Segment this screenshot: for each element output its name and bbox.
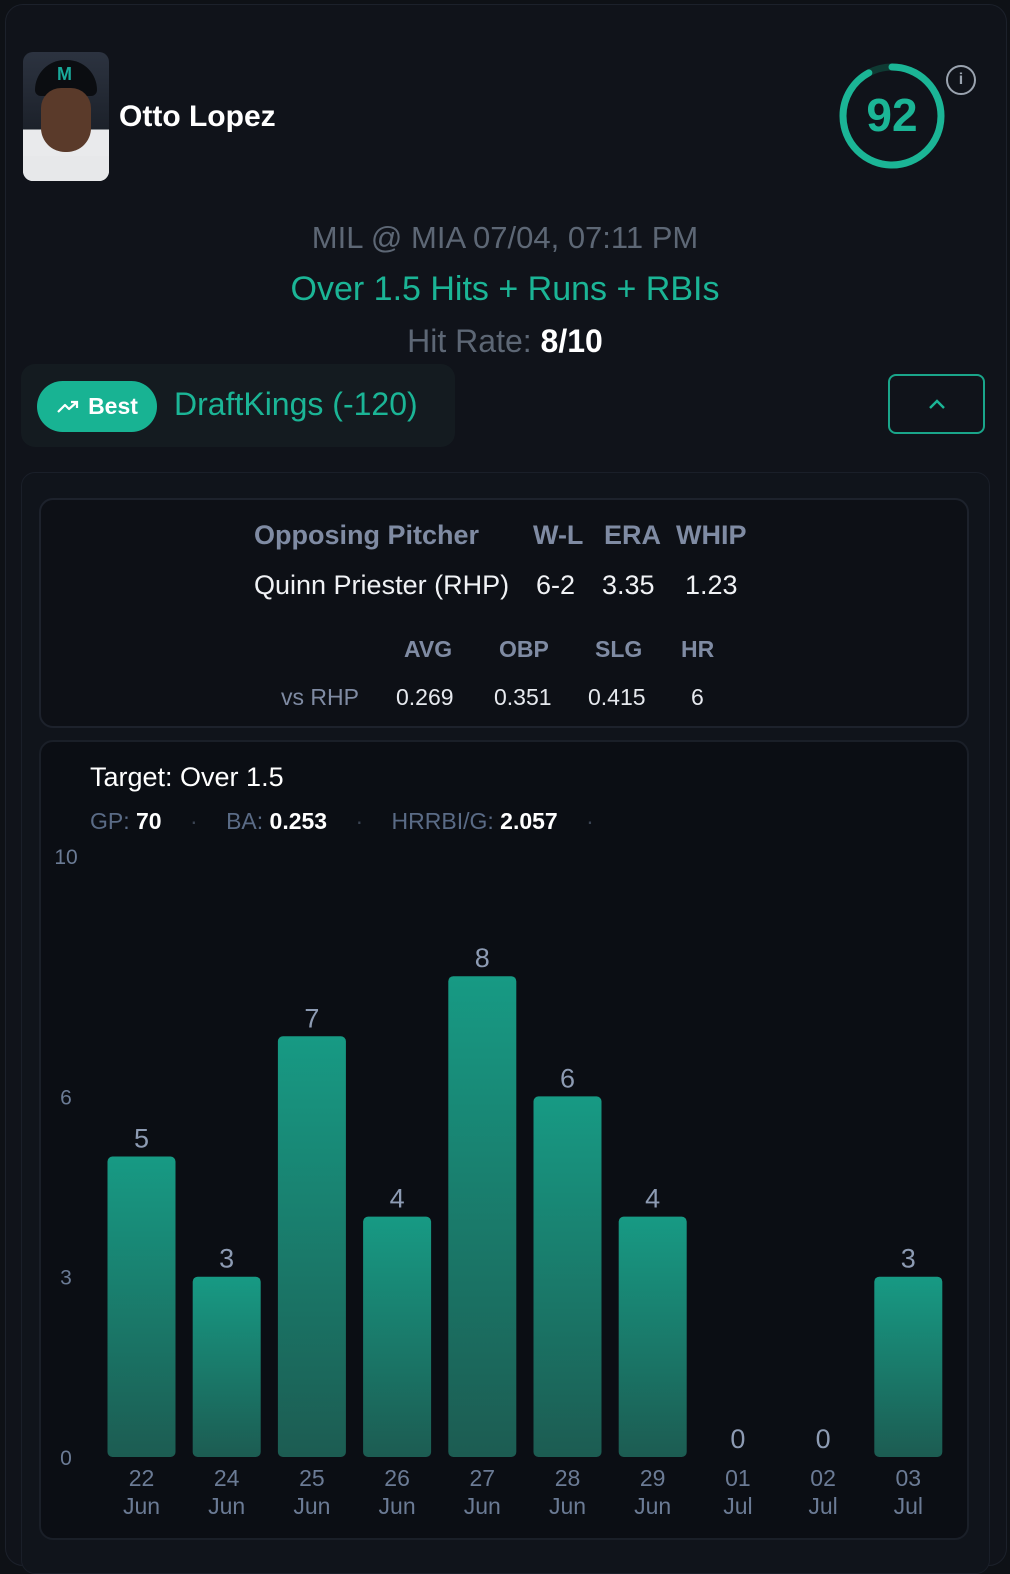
pitcher-panel — [39, 498, 969, 728]
x-tick-label: Jun — [634, 1493, 671, 1519]
chart-bar[interactable] — [107, 1156, 176, 1458]
split-hr: 6 — [691, 684, 704, 710]
x-tick-label: Jun — [293, 1493, 330, 1519]
chevron-up-icon — [928, 399, 945, 409]
split-obp: 0.351 — [494, 684, 552, 710]
split-header-hr: HR — [681, 636, 715, 662]
gp-label: GP: — [90, 808, 130, 834]
x-tick-label: Jul — [723, 1493, 752, 1519]
bar-value-label: 8 — [475, 943, 490, 973]
bar-value-label: 4 — [390, 1184, 405, 1214]
shirt-shape — [23, 156, 109, 181]
separator-dot: · — [355, 808, 364, 834]
hit-rate-value: 8/10 — [540, 323, 603, 359]
x-tick-label: 01 — [725, 1465, 751, 1491]
x-tick-label: Jun — [123, 1493, 160, 1519]
y-tick-label: 3 — [60, 1267, 72, 1290]
best-badge-label: Best — [88, 393, 138, 419]
separator-dot: · — [190, 808, 198, 834]
x-tick-label: 22 — [129, 1465, 155, 1491]
split-slg: 0.415 — [588, 684, 646, 710]
split-header-slg: SLG — [595, 636, 643, 662]
x-tick-label: 03 — [896, 1465, 922, 1491]
sportsbook-name[interactable]: DraftKings (-120) — [174, 386, 418, 422]
bar-value-label: 3 — [219, 1244, 234, 1274]
x-tick-label: Jun — [464, 1493, 501, 1519]
x-tick-label: 24 — [214, 1465, 240, 1491]
split-row-label: vs RHP — [281, 684, 359, 710]
chart-bar[interactable] — [533, 1096, 602, 1457]
x-tick-label: 29 — [640, 1465, 666, 1491]
chart-bar[interactable] — [448, 976, 517, 1457]
team-logo-icon: M — [57, 64, 72, 84]
pitcher-header-era: ERA — [604, 520, 662, 550]
y-tick-label: 10 — [54, 846, 77, 869]
score-value: 92 — [866, 89, 918, 141]
separator-dot: · — [586, 808, 594, 834]
x-tick-label: Jun — [379, 1493, 416, 1519]
hit-rate-label: Hit Rate: — [407, 323, 532, 359]
split-header-obp: OBP — [499, 636, 549, 662]
face-shape — [41, 88, 91, 152]
chart-bar[interactable] — [363, 1216, 432, 1457]
pitcher-wl: 6-2 — [536, 570, 576, 600]
summary-stats: GP: 70 · BA: 0.253 · HRRBI/G: 2.057 · — [90, 808, 616, 835]
bar-value-label: 3 — [901, 1244, 916, 1274]
ba-label: BA: — [226, 808, 264, 834]
pitcher-header-wl: W-L — [533, 520, 584, 550]
x-tick-label: 25 — [299, 1465, 325, 1491]
x-tick-label: Jun — [208, 1493, 245, 1519]
hrrbi-label: HRRBI/G: — [391, 808, 494, 834]
game-matchup: MIL @ MIA 07/04, 07:11 PM — [311, 220, 699, 255]
prop-label: Over 1.5 Hits + Runs + RBIs — [290, 270, 720, 308]
y-tick-label: 6 — [60, 1086, 72, 1109]
score-ring — [839, 63, 945, 169]
y-tick-label: 0 — [60, 1447, 72, 1470]
trending-up-icon — [57, 400, 79, 413]
collapse-button[interactable] — [888, 374, 985, 434]
pitcher-whip: 1.23 — [685, 570, 738, 600]
pitcher-era: 3.35 — [602, 570, 655, 600]
split-avg: 0.269 — [396, 684, 454, 710]
x-tick-label: Jul — [808, 1493, 837, 1519]
bar-value-label: 7 — [304, 1003, 319, 1033]
x-tick-label: 28 — [555, 1465, 581, 1491]
bar-value-label: 0 — [816, 1424, 831, 1454]
bar-value-label: 4 — [645, 1184, 660, 1214]
best-badge: Best — [37, 381, 157, 432]
ba-value: 0.253 — [269, 808, 328, 834]
bar-value-label: 5 — [134, 1124, 149, 1154]
chart-bar[interactable] — [277, 1036, 346, 1457]
x-tick-label: 27 — [470, 1465, 496, 1491]
hrrbi-value: 2.057 — [500, 808, 558, 834]
bar-chart: 03610522Jun324Jun725Jun426Jun827Jun628Ju… — [54, 846, 943, 1519]
x-tick-label: Jun — [549, 1493, 586, 1519]
player-avatar: M — [23, 52, 109, 181]
info-icon[interactable]: i — [946, 65, 976, 95]
x-tick-label: Jul — [894, 1493, 923, 1519]
split-header-avg: AVG — [404, 636, 453, 662]
bar-value-label: 0 — [730, 1424, 745, 1454]
chart-bar[interactable] — [874, 1276, 943, 1457]
x-tick-label: 02 — [810, 1465, 836, 1491]
pitcher-header-name: Opposing Pitcher — [254, 520, 480, 550]
chart-bar[interactable] — [192, 1276, 261, 1457]
x-tick-label: 26 — [384, 1465, 410, 1491]
target-label: Target: Over 1.5 — [90, 762, 284, 792]
bar-value-label: 6 — [560, 1063, 575, 1093]
player-name: Otto Lopez — [119, 100, 276, 133]
pitcher-name: Quinn Priester (RHP) — [254, 570, 510, 600]
chart-bar[interactable] — [618, 1216, 687, 1457]
hit-rate: Hit Rate: 8/10 — [0, 323, 1010, 360]
pitcher-header-whip: WHIP — [676, 520, 747, 550]
gp-value: 70 — [136, 808, 162, 834]
